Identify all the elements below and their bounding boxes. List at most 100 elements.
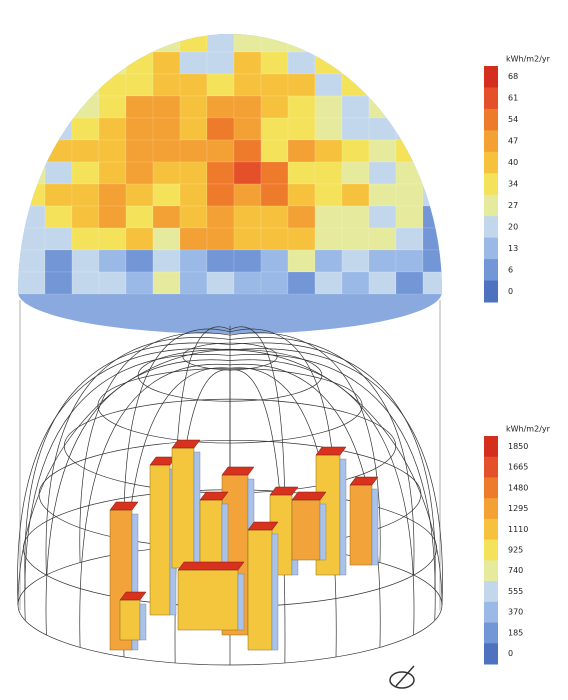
legend-swatch xyxy=(484,623,498,644)
dome-cell xyxy=(45,228,72,250)
legend-tick: 61 xyxy=(508,94,518,103)
dome-cell xyxy=(423,184,450,206)
dome-cell xyxy=(45,140,72,162)
dome-cell xyxy=(45,118,72,140)
legend-swatch xyxy=(484,216,498,238)
legend-tick: 370 xyxy=(508,608,523,617)
legend-swatch xyxy=(484,498,498,519)
dome-cell xyxy=(288,206,315,228)
building-side xyxy=(350,485,372,565)
dome-cell xyxy=(342,250,369,272)
dome-cell xyxy=(423,162,450,184)
dome-cell xyxy=(180,272,207,294)
building-side-shade xyxy=(238,574,244,630)
dome-cell xyxy=(207,228,234,250)
dome-cell xyxy=(207,74,234,96)
legend-swatch xyxy=(484,259,498,281)
dome-cell xyxy=(234,118,261,140)
dome-cell xyxy=(234,206,261,228)
dome-cell xyxy=(369,250,396,272)
legend-tick: 1480 xyxy=(508,483,528,492)
dome-cell xyxy=(234,272,261,294)
legend-swatch xyxy=(484,173,498,195)
building-roof xyxy=(316,447,346,455)
legend-tick: 740 xyxy=(508,566,523,575)
dome-cell xyxy=(315,184,342,206)
dome-cell xyxy=(288,250,315,272)
legend-swatch xyxy=(484,238,498,260)
legend-swatch xyxy=(484,602,498,623)
dome-cell xyxy=(342,96,369,118)
dome-cell xyxy=(288,118,315,140)
dome-cell xyxy=(288,74,315,96)
dome-cell xyxy=(180,140,207,162)
legend-swatch xyxy=(484,643,498,664)
dome-cell xyxy=(423,118,450,140)
dome-cell xyxy=(423,206,450,228)
dome-cell xyxy=(423,250,450,272)
dome-cell xyxy=(18,30,45,52)
legend-swatch xyxy=(484,477,498,498)
dome-cell xyxy=(180,74,207,96)
dome-cell xyxy=(288,140,315,162)
dome-cell xyxy=(45,250,72,272)
dome-cell xyxy=(72,162,99,184)
buildings xyxy=(110,440,378,650)
building-side xyxy=(178,570,238,630)
building-side-shade xyxy=(372,489,378,565)
sky-dome xyxy=(18,30,450,334)
legend-swatch xyxy=(484,560,498,581)
dome-cell xyxy=(18,250,45,272)
legend-tick: 0 xyxy=(508,649,513,658)
legend-title: kWh/m2/yr xyxy=(506,425,551,434)
dome-cell xyxy=(423,74,450,96)
legend-swatch xyxy=(484,436,498,457)
legend-swatch xyxy=(484,152,498,174)
dome-cell xyxy=(18,96,45,118)
dome-cell xyxy=(180,228,207,250)
dome-cell xyxy=(99,162,126,184)
legend-swatch xyxy=(484,540,498,561)
legend-swatch xyxy=(484,87,498,109)
dome-cell xyxy=(72,206,99,228)
dome-cell xyxy=(261,184,288,206)
scene: kWh/m2/yr68615447403427201360kWh/m2/yr18… xyxy=(0,0,568,696)
dome-cell xyxy=(207,52,234,74)
dome-cell xyxy=(126,30,153,52)
legend-tick: 0 xyxy=(508,287,513,296)
building-side xyxy=(150,465,170,615)
legend-tick: 6 xyxy=(508,265,513,274)
dome-cell xyxy=(369,206,396,228)
dome-cell xyxy=(72,228,99,250)
dome-cell xyxy=(180,96,207,118)
dome-cell xyxy=(72,140,99,162)
dome-cell xyxy=(342,52,369,74)
dome-cell xyxy=(342,118,369,140)
legend-tick: 13 xyxy=(508,244,518,253)
dome-cell xyxy=(315,140,342,162)
dome-cell xyxy=(99,272,126,294)
dome-cell xyxy=(261,118,288,140)
dome-cell xyxy=(99,118,126,140)
legend-swatch xyxy=(484,66,498,88)
dome-cell xyxy=(261,250,288,272)
dome-cell xyxy=(342,272,369,294)
dome-cell xyxy=(72,96,99,118)
dome-cell xyxy=(315,250,342,272)
dome-cell xyxy=(99,140,126,162)
legend-tick: 1665 xyxy=(508,463,528,472)
dome-cell xyxy=(72,272,99,294)
dome-cell xyxy=(126,96,153,118)
dome-cell xyxy=(369,30,396,52)
dome-cell xyxy=(45,162,72,184)
legend-swatch xyxy=(484,581,498,602)
dome-cell xyxy=(288,228,315,250)
legend-tick: 555 xyxy=(508,587,523,596)
dome-cell xyxy=(180,162,207,184)
dome-cell xyxy=(261,96,288,118)
legend-tick: 47 xyxy=(508,137,518,146)
dome-cell xyxy=(369,140,396,162)
dome-cell xyxy=(234,228,261,250)
dome-cell xyxy=(126,272,153,294)
dome-cell xyxy=(207,118,234,140)
